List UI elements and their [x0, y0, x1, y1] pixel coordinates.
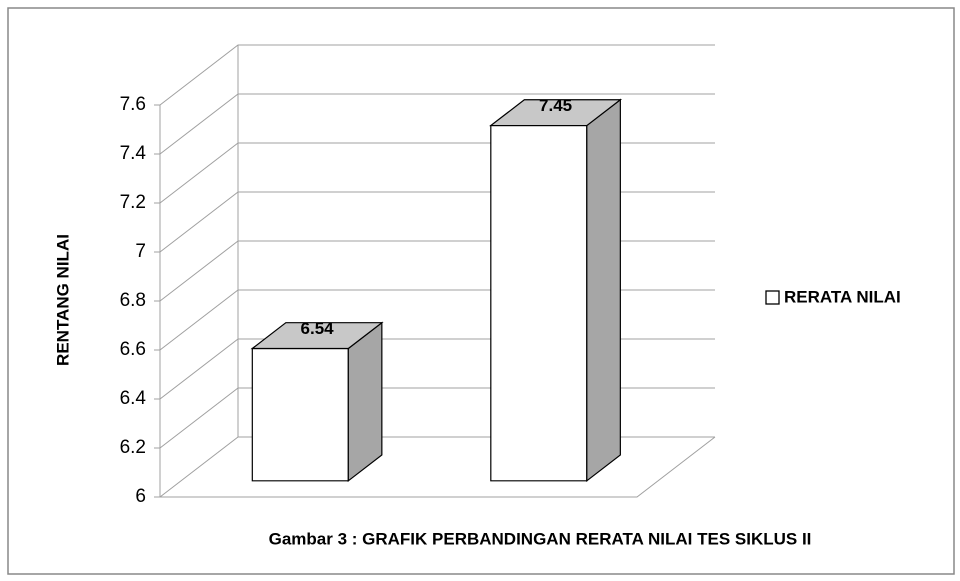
y-axis-label: RENTANG NILAI [53, 234, 72, 366]
legend-swatch [765, 290, 780, 305]
floor [160, 436, 716, 498]
grid-line [159, 93, 715, 155]
value-label: 7.45 [539, 96, 572, 115]
bar-front [490, 124, 588, 482]
bar [250, 321, 384, 483]
y-tick-label: 7 [135, 241, 146, 262]
bar [489, 98, 623, 483]
y-tick-label: 6.4 [120, 388, 147, 409]
y-tick-label: 6.6 [120, 339, 146, 360]
y-tick-label: 6 [135, 486, 146, 507]
bar-top [250, 322, 384, 350]
y-tick-label: 6.2 [120, 437, 146, 458]
bar-front [251, 347, 349, 482]
y-tick-label: 7.6 [120, 94, 146, 115]
y-tick-label: 7.2 [120, 192, 146, 213]
grid-line [159, 44, 715, 106]
bar-side [586, 98, 621, 483]
bar-side [347, 321, 383, 483]
value-label: 6.54 [301, 319, 335, 338]
chart-title: Gambar 3 : GRAFIK PERBANDINGAN RERATA NI… [269, 529, 812, 548]
chart-frame [7, 7, 955, 575]
bar-top [489, 99, 623, 127]
legend-label: RERATA NILAI [784, 287, 901, 306]
y-tick-label: 7.4 [120, 143, 147, 164]
y-tick-label: 6.8 [120, 290, 146, 311]
